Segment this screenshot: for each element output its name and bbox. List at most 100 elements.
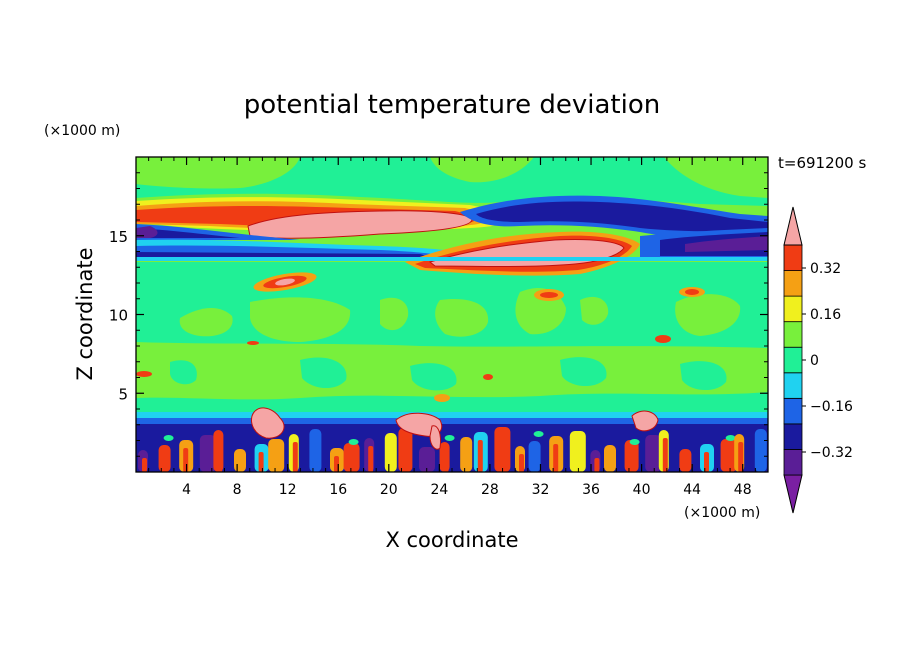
colorbar-tick-label: −0.32 [810, 445, 853, 461]
contour-region [136, 157, 300, 189]
colorbar-band [783, 270, 803, 297]
contour-region [738, 442, 744, 472]
contour-region [268, 439, 285, 472]
contour-region [309, 429, 322, 472]
contour-region [604, 445, 616, 472]
x-tick-label: 20 [380, 482, 398, 498]
contour-region [199, 435, 216, 472]
colorbar-band [783, 397, 803, 425]
contour-plot-area [136, 157, 768, 472]
contour-region [158, 445, 171, 472]
contour-region [645, 435, 662, 472]
x-tick-label: 40 [633, 482, 651, 498]
contour-region [343, 443, 360, 472]
contour-region [631, 410, 659, 432]
contour-region [528, 441, 541, 472]
contour-region [443, 450, 449, 472]
boundary-layer-cells [138, 427, 767, 472]
colorbar-band [783, 346, 803, 374]
contour-region [477, 440, 483, 472]
contour-region [580, 296, 609, 325]
colorbar-tick-label: −0.16 [810, 399, 853, 415]
contour-region [163, 435, 174, 441]
contour-region [247, 341, 259, 345]
chart-title: potential temperature deviation [244, 90, 660, 120]
colorbar-band [783, 372, 803, 399]
contour-region [402, 436, 408, 472]
contour-region [720, 439, 737, 472]
x-tick-label: 28 [481, 482, 499, 498]
x-unit-label: (×1000 m) [684, 505, 760, 521]
colorbar-band [783, 244, 803, 271]
colorbar-band [783, 449, 803, 476]
contour-region [594, 458, 600, 472]
contour-region [380, 297, 409, 331]
contour-region [170, 360, 197, 385]
colorbar-extend-low [783, 474, 803, 514]
contour-region [685, 236, 768, 252]
contour-region [704, 452, 709, 472]
contour-region [250, 297, 351, 342]
x-tick-label: 36 [582, 482, 600, 498]
contour-region [430, 157, 534, 183]
colorbar: 0.32 0.16 0 −0.16 −0.32 [783, 206, 853, 514]
contour-region [655, 335, 671, 343]
contour-region [183, 448, 189, 472]
contour-region [136, 228, 240, 238]
contour-region [553, 444, 559, 472]
contour-region [540, 292, 558, 298]
contour-region [136, 424, 768, 472]
contour-region [247, 210, 473, 239]
contour-region [136, 226, 158, 238]
y-tick-label: 15 [109, 228, 128, 246]
contour-region [300, 357, 347, 389]
contour-region [460, 437, 473, 472]
contour-region [435, 298, 489, 337]
colorbar-tick-label: 0.32 [810, 261, 841, 277]
contour-region [444, 435, 455, 441]
x-tick-label: 16 [329, 482, 347, 498]
contour-region [662, 438, 668, 472]
contour-region [679, 449, 692, 472]
contour-region [348, 439, 359, 445]
contour-region [142, 458, 147, 472]
contour-region [629, 439, 640, 445]
x-axis-title: X coordinate [385, 528, 518, 552]
time-label: t=691200 s [778, 154, 866, 172]
x-tick-label: 4 [182, 482, 191, 498]
y-tick-label: 10 [109, 307, 128, 325]
contour-region [136, 371, 152, 377]
contour-region [234, 449, 246, 472]
contour-region [494, 427, 511, 472]
contour-region [680, 361, 727, 391]
colorbar-band [783, 295, 803, 323]
contour-region [136, 257, 768, 261]
contour-region [725, 435, 736, 441]
contour-region [410, 363, 457, 391]
colorbar-extend-high [783, 206, 803, 246]
x-tick-label: 32 [532, 482, 550, 498]
y-axis-title: Z coordinate [73, 247, 97, 380]
x-tick-label: 8 [233, 482, 242, 498]
contour-region [368, 446, 374, 472]
contour-region [258, 452, 264, 472]
x-tick-label: 24 [430, 482, 448, 498]
contour-region [275, 278, 295, 286]
contour-region [179, 307, 233, 337]
contour-region [483, 374, 493, 380]
y-unit-label: (×1000 m) [44, 123, 120, 139]
contour-region [429, 425, 441, 450]
colorbar-band [783, 321, 803, 348]
x-tick-label: 48 [734, 482, 752, 498]
contour-region [217, 438, 223, 472]
contour-region [384, 433, 397, 472]
contour-region [519, 454, 524, 472]
contour-region [434, 394, 450, 402]
colorbar-tick-label: 0.16 [810, 307, 841, 323]
contour-region [754, 429, 767, 472]
contour-region [534, 157, 768, 198]
colorbar-tick-label: 0 [810, 353, 819, 369]
contour-region [569, 431, 586, 472]
contour-region [476, 201, 768, 232]
